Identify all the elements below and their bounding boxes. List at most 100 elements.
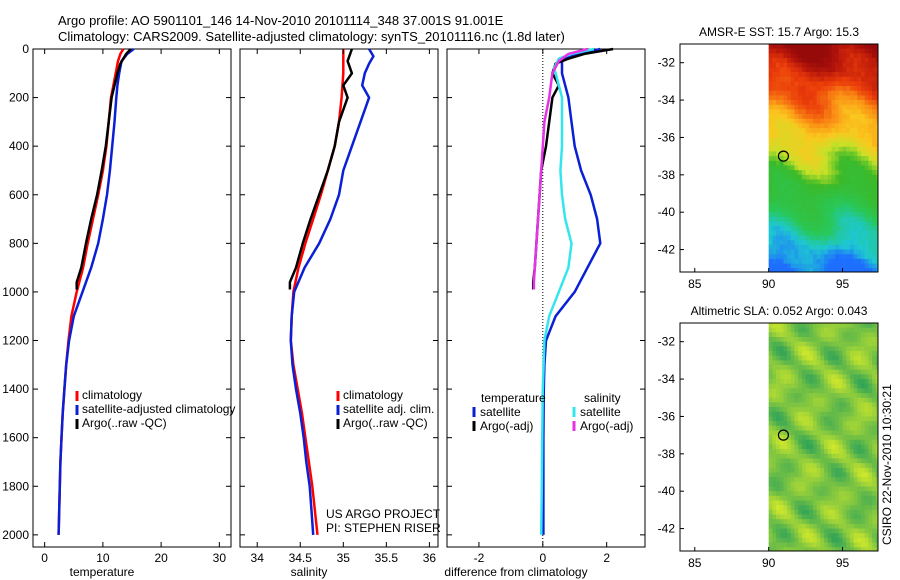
- map-cell: [835, 226, 840, 232]
- map-cell: [820, 369, 825, 375]
- map-cell: [872, 421, 877, 427]
- map-cell: [835, 411, 840, 417]
- map-cell: [801, 514, 806, 520]
- map-cell: [824, 109, 829, 115]
- map-cell: [768, 425, 773, 431]
- x-tick-label: 34: [251, 551, 265, 565]
- map-cell: [801, 449, 806, 455]
- map-cell: [790, 100, 795, 106]
- map-cell: [783, 421, 788, 427]
- map-cell: [842, 132, 847, 138]
- map-cell: [787, 90, 792, 96]
- map-cell: [875, 249, 879, 255]
- map-cell: [787, 509, 792, 515]
- map-cell: [783, 393, 788, 399]
- map-cell: [835, 542, 840, 548]
- map-cell: [816, 86, 821, 92]
- map-cell: [853, 86, 858, 92]
- map-cell: [861, 421, 866, 427]
- map-cell: [790, 258, 795, 264]
- map-y-tick-label: -40: [658, 484, 676, 498]
- map-cell: [787, 123, 792, 129]
- map-cell: [842, 212, 847, 218]
- map-cell: [831, 132, 836, 138]
- map-cell: [783, 537, 788, 543]
- map-cell: [816, 351, 821, 357]
- map-cell: [857, 249, 862, 255]
- map-cell: [824, 509, 829, 515]
- map-cell: [861, 146, 866, 152]
- map-cell: [872, 397, 877, 403]
- map-cell: [816, 198, 821, 204]
- map-cell: [805, 207, 810, 213]
- map-cell: [794, 235, 799, 241]
- map-cell: [768, 72, 773, 78]
- map-cell: [838, 388, 843, 394]
- map-cell: [779, 123, 784, 129]
- map-cell: [827, 179, 832, 185]
- map-cell: [853, 379, 858, 385]
- map-cell: [864, 90, 869, 96]
- map-cell: [779, 449, 784, 455]
- map-cell: [820, 327, 825, 333]
- map-cell: [842, 104, 847, 110]
- map-cell: [812, 268, 818, 273]
- map-cell: [831, 411, 836, 417]
- map-cell: [812, 174, 818, 180]
- map-cell: [816, 458, 821, 464]
- map-cell: [824, 542, 829, 548]
- map-cell: [835, 477, 840, 483]
- map-cell: [783, 453, 788, 459]
- map-cell: [872, 472, 877, 478]
- map-cell: [787, 128, 792, 134]
- map-cell: [816, 249, 821, 255]
- map-cell: [864, 365, 869, 371]
- map-cell: [801, 109, 806, 115]
- map-cell: [783, 86, 788, 92]
- map-cell: [787, 528, 792, 534]
- map-cell: [872, 142, 877, 148]
- map-cell: [831, 491, 836, 497]
- map-cell: [835, 160, 840, 166]
- map-cell: [838, 491, 843, 497]
- map-cell: [820, 453, 825, 459]
- map-cell: [772, 472, 777, 478]
- map-cell: [864, 514, 869, 520]
- map-cell: [868, 453, 873, 459]
- map-cell: [820, 402, 825, 408]
- map-cell: [875, 542, 879, 548]
- map-cell: [801, 369, 806, 375]
- map-cell: [868, 221, 873, 227]
- map-cell: [846, 184, 851, 190]
- map-cell: [875, 104, 879, 110]
- map-cell: [805, 44, 810, 50]
- map-cell: [772, 104, 777, 110]
- map-cell: [812, 327, 818, 333]
- map-cell: [831, 439, 836, 445]
- map-cell: [783, 104, 788, 110]
- map-cell: [768, 500, 773, 506]
- map-cell: [809, 472, 814, 478]
- map-cell: [842, 355, 847, 361]
- y-tick-label: 1600: [2, 431, 29, 445]
- map-cell: [827, 542, 832, 548]
- map-cell: [798, 346, 803, 352]
- map-cell: [868, 365, 873, 371]
- map-cell: [809, 128, 814, 134]
- map-cell: [820, 58, 825, 64]
- sst-map-panel: AMSR-E SST: 15.7 Argo: 15.385 90 95-32-34-…: [658, 25, 879, 291]
- map-cell: [816, 421, 821, 427]
- map-cell: [861, 109, 866, 115]
- map-cell: [842, 430, 847, 436]
- map-cell: [779, 90, 784, 96]
- map-cell: [846, 123, 851, 129]
- map-cell: [835, 425, 840, 431]
- map-cell: [835, 132, 840, 138]
- map-cell: [824, 528, 829, 534]
- map-cell: [842, 165, 847, 171]
- map-cell: [875, 425, 879, 431]
- map-cell: [872, 393, 877, 399]
- map-cell: [779, 156, 784, 162]
- map-cell: [809, 100, 814, 106]
